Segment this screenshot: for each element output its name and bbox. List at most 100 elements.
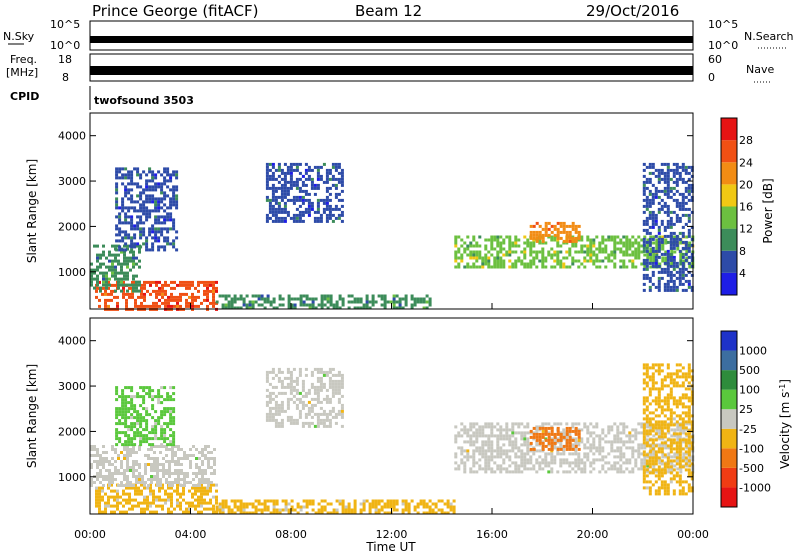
heatmap-cell [174,451,177,454]
heatmap-cell [153,478,156,481]
heatmap-cell [295,379,299,383]
heatmap-cell [93,460,96,463]
heatmap-cell [292,367,296,371]
heatmap-cell [135,280,138,284]
heatmap-cell [538,455,542,459]
heatmap-cell [645,177,649,181]
heatmap-cell [121,236,125,240]
heatmap-cell [323,505,327,509]
heatmap-cell [298,397,302,401]
heatmap-cell [559,250,563,254]
heatmap-cell [307,198,311,202]
heatmap-cell [177,472,180,475]
heatmap-cell [532,435,536,439]
heatmap-cell [657,399,661,403]
velocity-label-text: Velocity [m s [778,392,792,469]
heatmap-cell [454,256,458,260]
heatmap-cell [678,282,682,286]
heatmap-cell [289,421,293,425]
heatmap-cell [667,467,671,471]
heatmap-cell [598,259,602,263]
heatmap-cell [157,437,161,441]
heatmap-cell [121,230,125,234]
heatmap-cell [182,283,185,287]
heatmap-cell [654,264,658,268]
heatmap-cell [669,246,673,250]
heatmap-cell [172,407,176,411]
heatmap-cell [183,478,186,481]
heatmap-cell [95,295,98,299]
heatmap-cell [413,300,417,304]
heatmap-cell [586,455,590,459]
heatmap-cell [538,236,542,240]
heatmap-cell [122,286,125,290]
heatmap-cell [681,261,685,265]
colorbar-segment [721,331,737,351]
heatmap-cell [124,407,128,411]
heatmap-cell [660,426,664,430]
heatmap-cell [143,495,146,499]
heatmap-cell [568,447,572,451]
heatmap-cell [179,504,182,508]
heatmap-cell [490,449,494,453]
heatmap-cell [289,162,293,166]
heatmap-cell [640,244,644,248]
heatmap-cell [163,218,167,222]
heatmap-cell [657,456,661,460]
heatmap-cell [120,466,123,469]
heatmap-cell [669,447,673,451]
heatmap-cell [544,432,548,436]
heatmap-cell [209,280,212,284]
heatmap-cell [151,236,155,240]
heatmap-cell [657,279,661,283]
heatmap-cell [672,459,676,463]
heatmap-cell [505,235,509,239]
heatmap-cell [663,267,667,271]
heatmap-cell [684,171,688,175]
heatmap-cell [121,182,125,186]
heatmap-cell [550,256,554,260]
heatmap-cell [151,428,155,432]
heatmap-cell [104,501,107,505]
heatmap-cell [121,413,125,417]
heatmap-cell [598,452,602,456]
heatmap-cell [648,198,652,202]
heatmap-cell [562,428,566,432]
heatmap-cell [589,434,593,438]
heatmap-cell [271,367,275,371]
heatmap-cell [334,207,338,211]
heatmap-cell [565,438,569,442]
heatmap-cell [523,461,527,465]
heatmap-cell [102,463,105,466]
heatmap-cell [666,462,670,466]
heatmap-cell [607,428,611,432]
heatmap-cell [331,394,335,398]
heatmap-cell [666,444,670,448]
heatmap-cell [176,483,179,487]
heatmap-cell [664,241,668,245]
heatmap-cell [122,295,125,299]
heatmap-cell [625,434,629,438]
heatmap-cell [682,440,686,444]
heatmap-cell [158,486,161,490]
heatmap-cell [478,428,482,432]
heatmap-cell [161,283,164,287]
heatmap-cell [201,481,204,484]
heatmap-cell [265,216,269,220]
heatmap-cell [616,437,620,441]
heatmap-cell [165,454,168,457]
heatmap-cell [598,247,602,251]
heatmap-cell [172,173,176,177]
heatmap-cell [541,239,545,243]
heatmap-cell [206,295,209,299]
heatmap-cell [280,207,284,211]
heatmap-cell [651,201,655,205]
heatmap-cell [145,437,149,441]
heatmap-cell [129,268,132,272]
heatmap-cell [651,171,655,175]
heatmap-cell [475,422,479,426]
heatmap-cell [283,216,287,220]
heatmap-cell [654,396,658,400]
heatmap-cell [326,300,330,304]
heatmap-cell [675,183,679,187]
